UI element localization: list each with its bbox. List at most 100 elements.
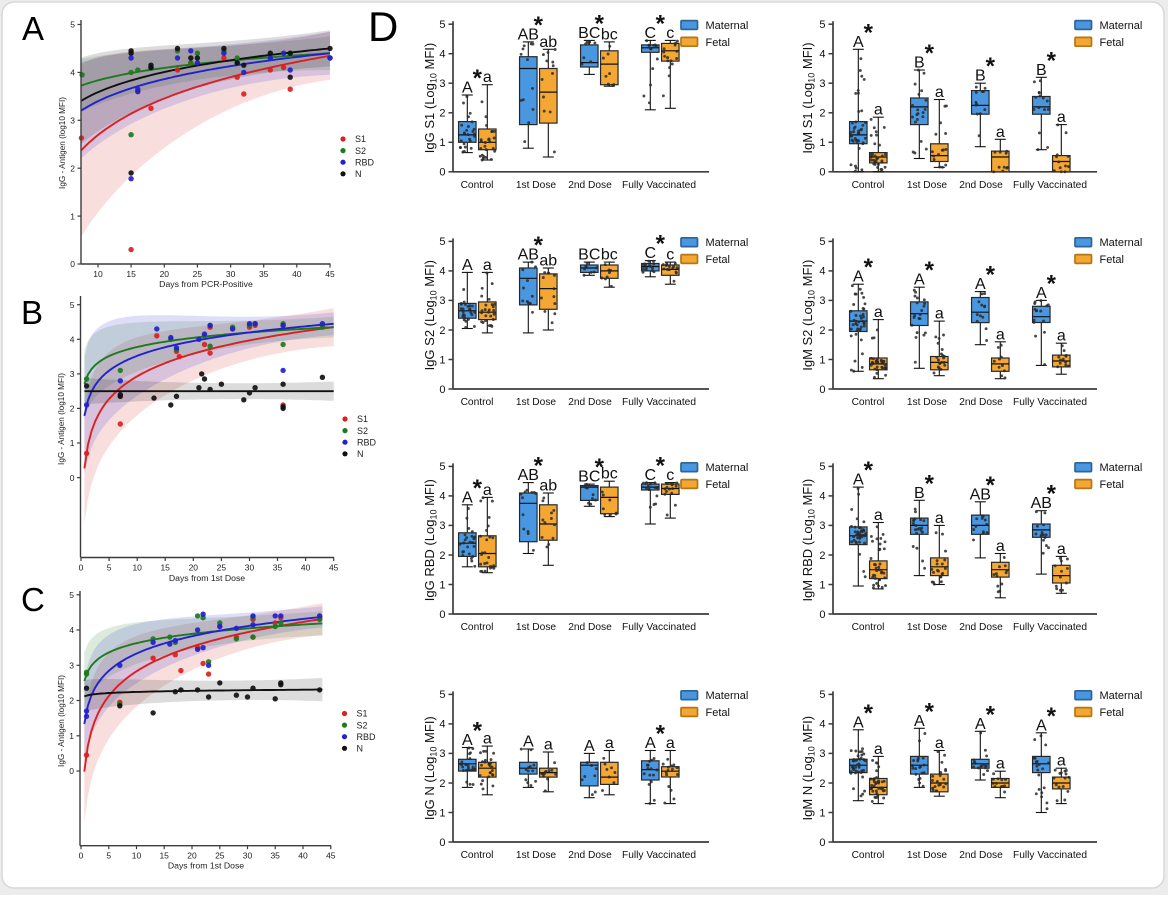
svg-text:a: a bbox=[935, 510, 944, 527]
svg-text:IgM RBD (Log10 MFI): IgM RBD (Log10 MFI) bbox=[800, 479, 817, 602]
svg-text:B: B bbox=[21, 294, 43, 331]
svg-text:0: 0 bbox=[819, 384, 825, 396]
svg-text:Control: Control bbox=[852, 850, 885, 861]
svg-text:*: * bbox=[595, 10, 605, 37]
svg-text:*: * bbox=[864, 457, 874, 484]
svg-text:IgM N (Log10 MFI): IgM N (Log10 MFI) bbox=[800, 716, 817, 821]
svg-text:Fetal: Fetal bbox=[1100, 254, 1124, 266]
svg-text:A: A bbox=[645, 735, 656, 752]
svg-text:Fully Vaccinated: Fully Vaccinated bbox=[622, 397, 696, 408]
svg-text:A: A bbox=[462, 257, 473, 274]
svg-text:2: 2 bbox=[819, 325, 825, 337]
svg-text:5: 5 bbox=[819, 461, 825, 473]
svg-text:0: 0 bbox=[79, 563, 84, 573]
svg-text:20: 20 bbox=[160, 269, 170, 279]
svg-text:Fetal: Fetal bbox=[1100, 479, 1124, 491]
svg-text:A: A bbox=[975, 716, 986, 733]
svg-text:S2: S2 bbox=[357, 720, 368, 730]
svg-text:5: 5 bbox=[439, 19, 445, 31]
svg-text:*: * bbox=[925, 257, 935, 284]
svg-text:Control: Control bbox=[461, 397, 494, 408]
svg-text:0: 0 bbox=[70, 259, 75, 269]
svg-text:Maternal: Maternal bbox=[706, 237, 749, 249]
svg-text:Fully Vaccinated: Fully Vaccinated bbox=[1013, 622, 1087, 633]
svg-text:a: a bbox=[996, 756, 1005, 773]
svg-text:1: 1 bbox=[69, 731, 74, 741]
svg-text:*: * bbox=[1047, 703, 1057, 730]
svg-text:2: 2 bbox=[439, 108, 445, 120]
svg-text:5: 5 bbox=[70, 20, 75, 30]
svg-text:5: 5 bbox=[439, 461, 445, 473]
svg-text:AB: AB bbox=[970, 486, 991, 503]
svg-text:A: A bbox=[1036, 285, 1047, 302]
svg-text:*: * bbox=[986, 262, 996, 289]
svg-text:2: 2 bbox=[69, 696, 74, 706]
svg-text:IgG - Antigen (log10 MFI): IgG - Antigen (log10 MFI) bbox=[57, 373, 66, 465]
svg-text:3: 3 bbox=[69, 661, 74, 671]
svg-text:3: 3 bbox=[439, 748, 445, 760]
svg-text:20: 20 bbox=[187, 851, 197, 861]
svg-text:IgG S1 (Log10 MFI): IgG S1 (Log10 MFI) bbox=[422, 43, 439, 153]
svg-text:5: 5 bbox=[819, 236, 825, 248]
svg-text:40: 40 bbox=[301, 563, 311, 573]
svg-text:AB: AB bbox=[518, 247, 539, 264]
svg-text:Maternal: Maternal bbox=[1100, 20, 1143, 32]
svg-text:5: 5 bbox=[69, 590, 74, 600]
svg-text:45: 45 bbox=[329, 563, 339, 573]
svg-text:a: a bbox=[935, 735, 944, 752]
svg-text:a: a bbox=[935, 306, 944, 323]
svg-text:IgM S2 (Log10 MFI): IgM S2 (Log10 MFI) bbox=[800, 260, 817, 371]
svg-text:20: 20 bbox=[189, 563, 199, 573]
svg-text:A: A bbox=[462, 489, 473, 506]
svg-text:2nd Dose: 2nd Dose bbox=[568, 622, 612, 633]
svg-text:15: 15 bbox=[126, 269, 136, 279]
svg-text:Control: Control bbox=[852, 180, 885, 191]
svg-text:*: * bbox=[1047, 270, 1057, 297]
svg-text:4: 4 bbox=[819, 266, 825, 278]
svg-text:*: * bbox=[925, 470, 935, 497]
svg-text:Fetal: Fetal bbox=[706, 707, 730, 719]
svg-text:RBD: RBD bbox=[357, 732, 377, 742]
svg-text:a: a bbox=[1057, 753, 1066, 770]
svg-text:3: 3 bbox=[819, 520, 825, 532]
svg-text:1: 1 bbox=[70, 438, 75, 448]
svg-text:2: 2 bbox=[819, 778, 825, 790]
svg-text:a: a bbox=[996, 326, 1005, 343]
svg-text:Maternal: Maternal bbox=[1100, 462, 1143, 474]
svg-text:A: A bbox=[22, 10, 44, 47]
svg-text:Fetal: Fetal bbox=[706, 254, 730, 266]
svg-text:S2: S2 bbox=[357, 426, 368, 436]
svg-text:ab: ab bbox=[539, 253, 557, 270]
svg-text:AB: AB bbox=[518, 467, 539, 484]
svg-text:a: a bbox=[874, 102, 883, 119]
svg-text:Maternal: Maternal bbox=[706, 462, 749, 474]
svg-text:BC: BC bbox=[578, 247, 600, 264]
svg-text:1: 1 bbox=[439, 807, 445, 819]
svg-text:Fully Vaccinated: Fully Vaccinated bbox=[1013, 180, 1087, 191]
svg-text:3: 3 bbox=[70, 116, 75, 126]
svg-text:A: A bbox=[462, 732, 473, 749]
svg-text:S1: S1 bbox=[355, 134, 366, 144]
svg-text:a: a bbox=[483, 257, 492, 274]
svg-text:0: 0 bbox=[439, 609, 445, 621]
svg-text:*: * bbox=[656, 721, 666, 748]
svg-text:N: N bbox=[357, 744, 364, 754]
svg-text:5: 5 bbox=[70, 300, 75, 310]
svg-text:IgG S2 (Log10 MFI): IgG S2 (Log10 MFI) bbox=[422, 260, 439, 370]
svg-text:ab: ab bbox=[539, 478, 557, 495]
svg-text:S1: S1 bbox=[357, 709, 368, 719]
svg-text:35: 35 bbox=[273, 563, 283, 573]
svg-text:0: 0 bbox=[69, 766, 74, 776]
svg-text:10: 10 bbox=[132, 851, 142, 861]
svg-text:a: a bbox=[483, 731, 492, 748]
svg-text:Fetal: Fetal bbox=[1100, 37, 1124, 49]
svg-text:1: 1 bbox=[819, 137, 825, 149]
svg-text:a: a bbox=[874, 507, 883, 524]
svg-text:*: * bbox=[986, 53, 996, 80]
svg-text:1: 1 bbox=[439, 137, 445, 149]
svg-text:*: * bbox=[534, 12, 544, 39]
svg-text:1st Dose: 1st Dose bbox=[907, 397, 948, 408]
svg-text:Fully Vaccinated: Fully Vaccinated bbox=[622, 850, 696, 861]
svg-text:1st Dose: 1st Dose bbox=[907, 180, 948, 191]
svg-text:IgG - Antigen (log10 MFI): IgG - Antigen (log10 MFI) bbox=[57, 675, 66, 767]
